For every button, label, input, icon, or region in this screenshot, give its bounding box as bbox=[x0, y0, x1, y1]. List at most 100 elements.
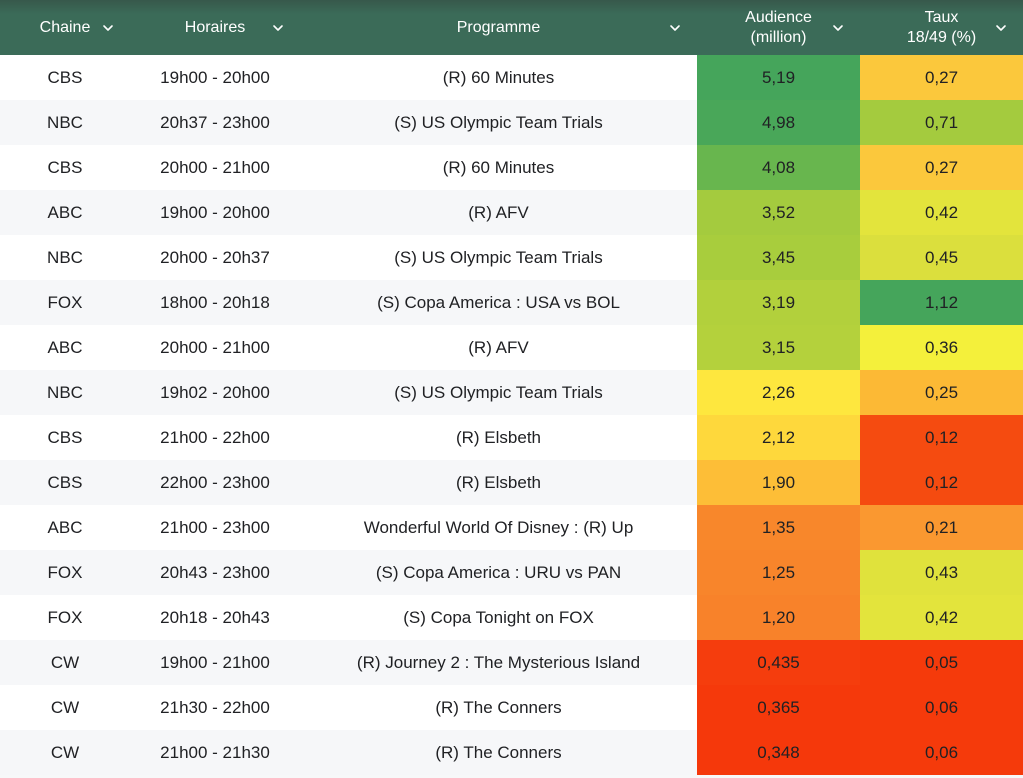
cell-chaine: CW bbox=[0, 685, 130, 730]
cell-chaine: CW bbox=[0, 640, 130, 685]
cell-taux: 0,12 bbox=[860, 415, 1023, 460]
chevron-down-icon[interactable] bbox=[269, 19, 287, 37]
cell-taux: 0,27 bbox=[860, 55, 1023, 100]
cell-taux: 0,06 bbox=[860, 685, 1023, 730]
cell-taux: 0,25 bbox=[860, 370, 1023, 415]
cell-horaires: 20h00 - 20h37 bbox=[130, 235, 300, 280]
cell-programme: (S) US Olympic Team Trials bbox=[300, 235, 697, 280]
table-row: ABC 19h00 - 20h00 (R) AFV 3,52 0,42 bbox=[0, 190, 1023, 235]
column-header-chaine[interactable]: Chaine bbox=[0, 0, 130, 55]
clipped-next-row bbox=[0, 775, 1023, 778]
table-row: NBC 20h00 - 20h37 (S) US Olympic Team Tr… bbox=[0, 235, 1023, 280]
cell-horaires: 21h00 - 21h30 bbox=[130, 730, 300, 775]
table-row: CBS 21h00 - 22h00 (R) Elsbeth 2,12 0,12 bbox=[0, 415, 1023, 460]
cell-programme: Wonderful World Of Disney : (R) Up bbox=[300, 505, 697, 550]
cell-audience: 0,435 bbox=[697, 640, 860, 685]
cell-chaine: CBS bbox=[0, 460, 130, 505]
cell-programme: (S) Copa America : URU vs PAN bbox=[300, 550, 697, 595]
table-row: CBS 20h00 - 21h00 (R) 60 Minutes 4,08 0,… bbox=[0, 145, 1023, 190]
cell-audience: 3,45 bbox=[697, 235, 860, 280]
column-header-audience[interactable]: Audience (million) bbox=[697, 0, 860, 55]
column-header-label: Horaires bbox=[184, 18, 246, 36]
column-header-label: Programme bbox=[456, 18, 541, 36]
chevron-down-icon[interactable] bbox=[992, 19, 1010, 37]
cell-audience: 3,15 bbox=[697, 325, 860, 370]
cell-horaires: 20h18 - 20h43 bbox=[130, 595, 300, 640]
cell-taux: 0,27 bbox=[860, 145, 1023, 190]
cell-horaires: 22h00 - 23h00 bbox=[130, 460, 300, 505]
cell-chaine: CW bbox=[0, 730, 130, 775]
cell-audience: 1,90 bbox=[697, 460, 860, 505]
cell-chaine: CBS bbox=[0, 145, 130, 190]
cell-programme: (S) US Olympic Team Trials bbox=[300, 100, 697, 145]
cell-audience: 1,20 bbox=[697, 595, 860, 640]
table-row: CBS 22h00 - 23h00 (R) Elsbeth 1,90 0,12 bbox=[0, 460, 1023, 505]
cell-programme: (R) Elsbeth bbox=[300, 460, 697, 505]
cell-audience: 5,19 bbox=[697, 55, 860, 100]
cell-taux: 0,45 bbox=[860, 235, 1023, 280]
cell-programme: (R) 60 Minutes bbox=[300, 55, 697, 100]
cell-programme: (S) Copa Tonight on FOX bbox=[300, 595, 697, 640]
table-row: CW 21h30 - 22h00 (R) The Conners 0,365 0… bbox=[0, 685, 1023, 730]
chevron-down-icon[interactable] bbox=[829, 19, 847, 37]
cell-horaires: 19h00 - 21h00 bbox=[130, 640, 300, 685]
chevron-down-icon[interactable] bbox=[666, 19, 684, 37]
column-header-label: Chaine bbox=[39, 18, 91, 36]
cell-horaires: 19h00 - 20h00 bbox=[130, 190, 300, 235]
cell-audience: 3,52 bbox=[697, 190, 860, 235]
cell-programme: (R) AFV bbox=[300, 190, 697, 235]
table-row: FOX 20h18 - 20h43 (S) Copa Tonight on FO… bbox=[0, 595, 1023, 640]
chevron-down-icon[interactable] bbox=[99, 19, 117, 37]
cell-taux: 0,12 bbox=[860, 460, 1023, 505]
cell-programme: (R) Journey 2 : The Mysterious Island bbox=[300, 640, 697, 685]
cell-horaires: 21h00 - 22h00 bbox=[130, 415, 300, 460]
table-row: NBC 19h02 - 20h00 (S) US Olympic Team Tr… bbox=[0, 370, 1023, 415]
cell-programme: (R) The Conners bbox=[300, 730, 697, 775]
cell-chaine: NBC bbox=[0, 235, 130, 280]
table-row: CW 21h00 - 21h30 (R) The Conners 0,348 0… bbox=[0, 730, 1023, 775]
cell-horaires: 19h02 - 20h00 bbox=[130, 370, 300, 415]
column-header-label-line2: 18/49 (%) bbox=[906, 28, 977, 46]
cell-taux: 0,36 bbox=[860, 325, 1023, 370]
cell-audience: 2,26 bbox=[697, 370, 860, 415]
table-row: FOX 20h43 - 23h00 (S) Copa America : URU… bbox=[0, 550, 1023, 595]
cell-horaires: 20h43 - 23h00 bbox=[130, 550, 300, 595]
cell-chaine: ABC bbox=[0, 325, 130, 370]
cell-programme: (R) 60 Minutes bbox=[300, 145, 697, 190]
table-body: CBS 19h00 - 20h00 (R) 60 Minutes 5,19 0,… bbox=[0, 55, 1023, 775]
column-header-programme[interactable]: Programme bbox=[300, 0, 697, 55]
cell-chaine: CBS bbox=[0, 55, 130, 100]
table-row: CW 19h00 - 21h00 (R) Journey 2 : The Mys… bbox=[0, 640, 1023, 685]
cell-audience: 1,35 bbox=[697, 505, 860, 550]
cell-audience: 1,25 bbox=[697, 550, 860, 595]
table-row: CBS 19h00 - 20h00 (R) 60 Minutes 5,19 0,… bbox=[0, 55, 1023, 100]
column-header-label-line1: Audience bbox=[745, 8, 812, 26]
cell-programme: (R) AFV bbox=[300, 325, 697, 370]
cell-programme: (R) Elsbeth bbox=[300, 415, 697, 460]
cell-chaine: CBS bbox=[0, 415, 130, 460]
cell-horaires: 20h00 - 21h00 bbox=[130, 325, 300, 370]
cell-programme: (S) Copa America : USA vs BOL bbox=[300, 280, 697, 325]
cell-horaires: 21h00 - 23h00 bbox=[130, 505, 300, 550]
column-header-label-line1: Taux bbox=[924, 8, 959, 26]
column-header-label-line2: (million) bbox=[750, 28, 807, 46]
cell-audience: 3,19 bbox=[697, 280, 860, 325]
table-header-row: Chaine Horaires Programme Audience (mill… bbox=[0, 0, 1023, 55]
cell-horaires: 20h37 - 23h00 bbox=[130, 100, 300, 145]
cell-programme: (S) US Olympic Team Trials bbox=[300, 370, 697, 415]
cell-taux: 0,42 bbox=[860, 190, 1023, 235]
column-header-taux[interactable]: Taux 18/49 (%) bbox=[860, 0, 1023, 55]
cell-taux: 0,71 bbox=[860, 100, 1023, 145]
cell-chaine: NBC bbox=[0, 370, 130, 415]
cell-chaine: FOX bbox=[0, 280, 130, 325]
cell-horaires: 20h00 - 21h00 bbox=[130, 145, 300, 190]
cell-taux: 0,21 bbox=[860, 505, 1023, 550]
cell-audience: 2,12 bbox=[697, 415, 860, 460]
column-header-horaires[interactable]: Horaires bbox=[130, 0, 300, 55]
cell-chaine: FOX bbox=[0, 595, 130, 640]
cell-taux: 0,43 bbox=[860, 550, 1023, 595]
cell-audience: 4,98 bbox=[697, 100, 860, 145]
table-row: ABC 21h00 - 23h00 Wonderful World Of Dis… bbox=[0, 505, 1023, 550]
cell-taux: 0,06 bbox=[860, 730, 1023, 775]
